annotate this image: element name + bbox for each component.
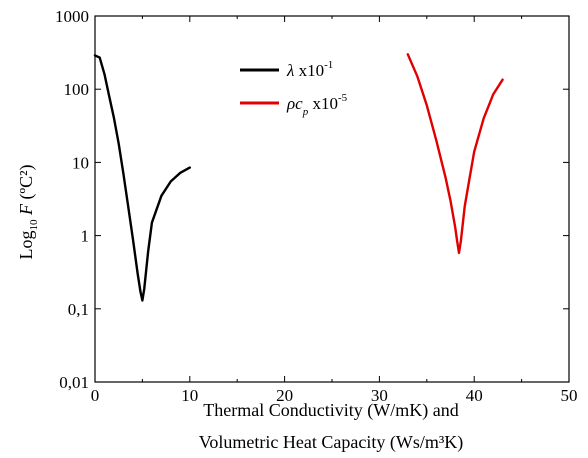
series-line-lambda (93, 54, 191, 302)
y-axis-ticks: 0,01 0,1 1 10 100 1000 (55, 7, 569, 392)
legend-rhocp-subscript: p (302, 106, 309, 118)
legend-rhocp-text: x10 (308, 94, 338, 113)
legend-rhocp-symbol: ρc (286, 94, 303, 113)
legend-label-rhocp: ρcp x10-5 (286, 92, 348, 118)
y-tick-label: 0,1 (68, 300, 89, 319)
legend-lambda-text: x10 (294, 61, 324, 80)
legend: λ x10-1 ρcp x10-5 (240, 59, 348, 118)
x-tick-label: 0 (91, 386, 100, 405)
y-tick-label: 0,01 (59, 373, 89, 392)
y-axis-title-subscript: 10 (28, 219, 40, 231)
x-axis-ticks: 0 10 20 30 40 50 (91, 16, 578, 405)
x-axis-title-line1: Thermal Conductivity (W/mK) and (203, 400, 458, 421)
legend-rhocp-exponent: -5 (338, 92, 348, 104)
x-axis-title-line2: Volumetric Heat Capacity (Ws/m³K) (199, 432, 464, 453)
y-tick-label: 1000 (55, 7, 89, 26)
x-tick-label: 50 (561, 386, 578, 405)
y-axis-title-unit: (ºC²) (16, 165, 37, 200)
x-tick-label: 20 (276, 386, 293, 405)
x-tick-label: 10 (181, 386, 198, 405)
series-layer (93, 53, 504, 302)
series-line-rhocp (406, 53, 504, 255)
y-axis-title-base: Log (16, 230, 36, 259)
legend-lambda-symbol: λ (286, 61, 294, 80)
y-tick-label: 100 (64, 80, 90, 99)
legend-lambda-exponent: -1 (324, 59, 333, 71)
y-axis-title-variable: F (16, 203, 36, 216)
legend-label-lambda: λ x10-1 (286, 59, 333, 80)
x-tick-label: 30 (371, 386, 388, 405)
x-tick-label: 40 (466, 386, 483, 405)
y-tick-label: 10 (72, 153, 89, 172)
y-axis-title: Log10 F (ºC²) (16, 165, 40, 260)
y-tick-label: 1 (81, 227, 90, 246)
